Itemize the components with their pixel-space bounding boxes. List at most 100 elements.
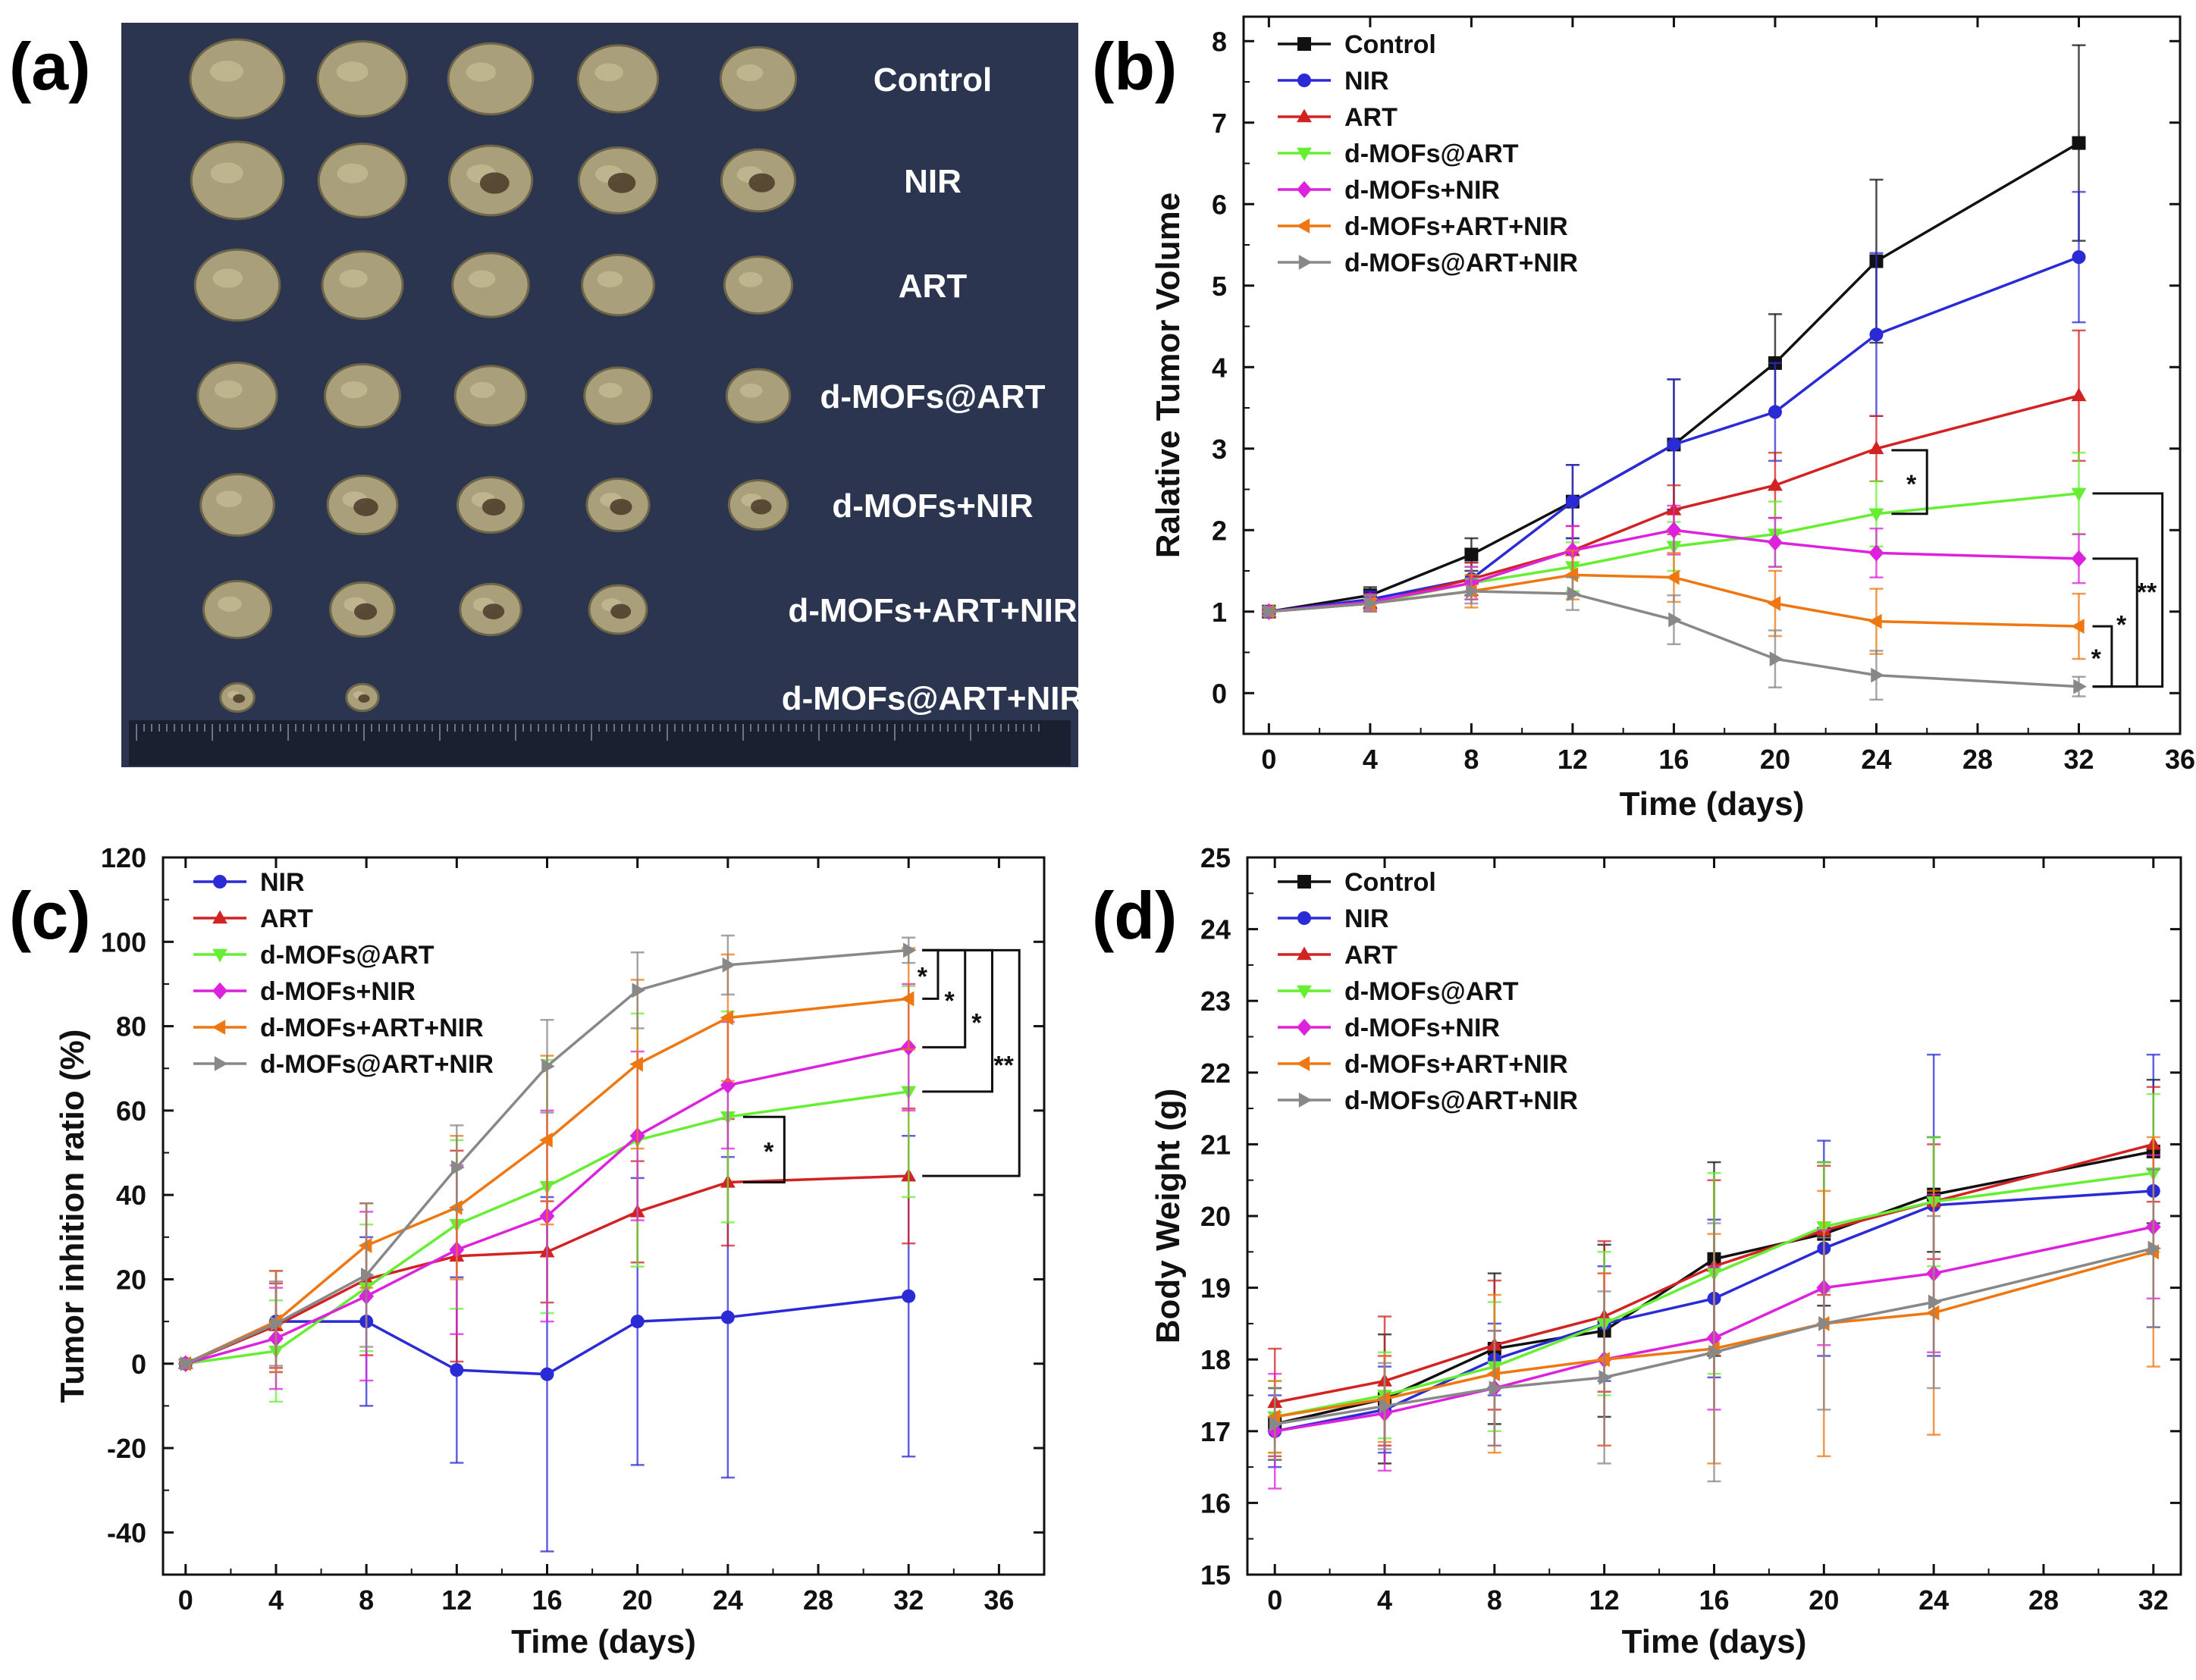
data-point: [900, 991, 914, 1007]
data-point: [1489, 1381, 1503, 1396]
data-point: [2072, 250, 2086, 265]
x-tick-label: 28: [1962, 744, 1993, 775]
data-point: [1767, 596, 1781, 611]
legend-marker: [1297, 911, 1311, 925]
series-line: [185, 1174, 909, 1365]
legend-label: d-MOFs@ART+NIR: [1344, 249, 1578, 277]
significance-bracket: [2092, 557, 2138, 688]
legend-label: d-MOFs+ART+NIR: [1344, 1050, 1568, 1079]
data-point: [1464, 547, 1479, 562]
y-axis-label: Body Weight (g): [1150, 1089, 1187, 1343]
y-tick-label: 2: [1212, 515, 1227, 546]
series-line: [1274, 1189, 2154, 1433]
series-line: [185, 997, 909, 1365]
legend-label: d-MOFs@ART+NIR: [260, 1050, 494, 1079]
x-tick-label: 24: [1918, 1584, 1949, 1616]
series-line: [1269, 528, 2079, 613]
x-tick-label: 0: [178, 1584, 193, 1616]
significance-bracket: [922, 948, 1021, 1177]
legend-label: d-MOFs+ART+NIR: [1344, 212, 1568, 241]
data-point: [903, 942, 917, 958]
y-tick-label: -40: [107, 1517, 146, 1548]
series-line: [1274, 1225, 2154, 1433]
tumor-highlight: [739, 383, 763, 398]
legend-label: ART: [1344, 103, 1398, 132]
series-line: [185, 1294, 909, 1376]
data-point: [2071, 387, 2087, 402]
legend-label: NIR: [1344, 904, 1389, 933]
photo-row-label: d-MOFs@ART+NIR: [782, 680, 1084, 717]
y-axis-label: Ralative Tumor Volume: [1150, 193, 1187, 558]
data-point: [450, 1363, 464, 1378]
tumor-necrosis: [358, 694, 370, 703]
series-line: [1269, 590, 2079, 688]
legend-marker: [214, 1056, 228, 1071]
significance-bracket: [2092, 625, 2113, 688]
significance-label: *: [943, 986, 955, 1015]
data-point: [1364, 596, 1379, 611]
x-tick-label: 16: [1699, 1584, 1729, 1616]
data-point: [1486, 1366, 1501, 1382]
series-line: [1274, 1250, 2154, 1418]
y-tick-label: 17: [1200, 1416, 1231, 1447]
tumor-necrosis: [610, 499, 632, 516]
y-tick-label: 22: [1200, 1058, 1231, 1089]
y-tick-label: -20: [107, 1433, 146, 1464]
plot-frame: [162, 856, 1046, 1576]
data-point: [451, 1160, 465, 1175]
data-point: [270, 1316, 284, 1331]
legend-label: d-MOFs@ART+NIR: [1344, 1086, 1578, 1115]
legend-label: d-MOFs@ART: [1344, 139, 1519, 168]
data-point: [1666, 569, 1680, 585]
y-tick-label: 4: [1212, 352, 1227, 383]
ruler: [129, 720, 1071, 766]
photo-row-label: d-MOFs@ART: [820, 378, 1045, 415]
legend-marker: [1297, 946, 1312, 961]
tumor-highlight: [218, 596, 242, 612]
tumor-highlight: [594, 63, 623, 82]
x-tick-label: 36: [2165, 744, 2195, 775]
data-layer: [177, 934, 917, 1553]
y-tick-label: 3: [1212, 434, 1227, 465]
chart-c: (c) 0 4 8 12 16 20 24 28 32 36 -40 -20 0 20 40 60 80 100 12…: [9, 842, 1046, 1660]
series-d-MOFs@ART+NIR: [178, 934, 917, 1371]
tumor-highlight: [337, 163, 369, 183]
tumor-necrosis: [482, 603, 505, 619]
data-point: [1379, 1398, 1393, 1414]
data-point: [1769, 651, 1783, 666]
legend-marker: [1297, 875, 1311, 889]
series-d-MOFs@ART+NIR: [1262, 576, 2087, 701]
y-tick-label: 100: [101, 926, 146, 958]
y-tick-label: 15: [1200, 1559, 1231, 1591]
y-tick-label: 80: [116, 1011, 146, 1042]
data-point: [358, 1238, 372, 1253]
data-point: [1564, 567, 1579, 583]
data-point: [540, 1367, 554, 1381]
data-point: [1666, 522, 1682, 539]
tumor-highlight: [598, 382, 623, 398]
data-point: [1868, 613, 1882, 629]
data-point: [2071, 550, 2087, 568]
panel-letter-a: (a): [9, 29, 91, 104]
tumor-highlight: [339, 269, 368, 288]
tumor-necrosis: [607, 173, 636, 193]
data-point: [2073, 679, 2087, 694]
legend-label: ART: [260, 904, 313, 933]
x-tick-label: 0: [1261, 744, 1276, 775]
y-tick-label: 23: [1200, 986, 1231, 1017]
y-tick-label: 120: [101, 842, 146, 873]
data-point: [541, 1058, 555, 1074]
legend-label: Control: [1344, 868, 1436, 897]
y-tick-label: 6: [1212, 189, 1227, 220]
plot-frame: [1242, 15, 2182, 735]
tumor-necrosis: [354, 603, 378, 620]
tumor-highlight: [340, 381, 368, 399]
data-point: [1565, 494, 1580, 509]
tumor-necrosis: [610, 603, 632, 619]
legend-marker: [212, 982, 227, 1000]
data-point: [1266, 1409, 1281, 1425]
data-point: [1818, 1316, 1832, 1331]
x-tick-label: 16: [1658, 744, 1689, 775]
data-point: [539, 1132, 553, 1148]
